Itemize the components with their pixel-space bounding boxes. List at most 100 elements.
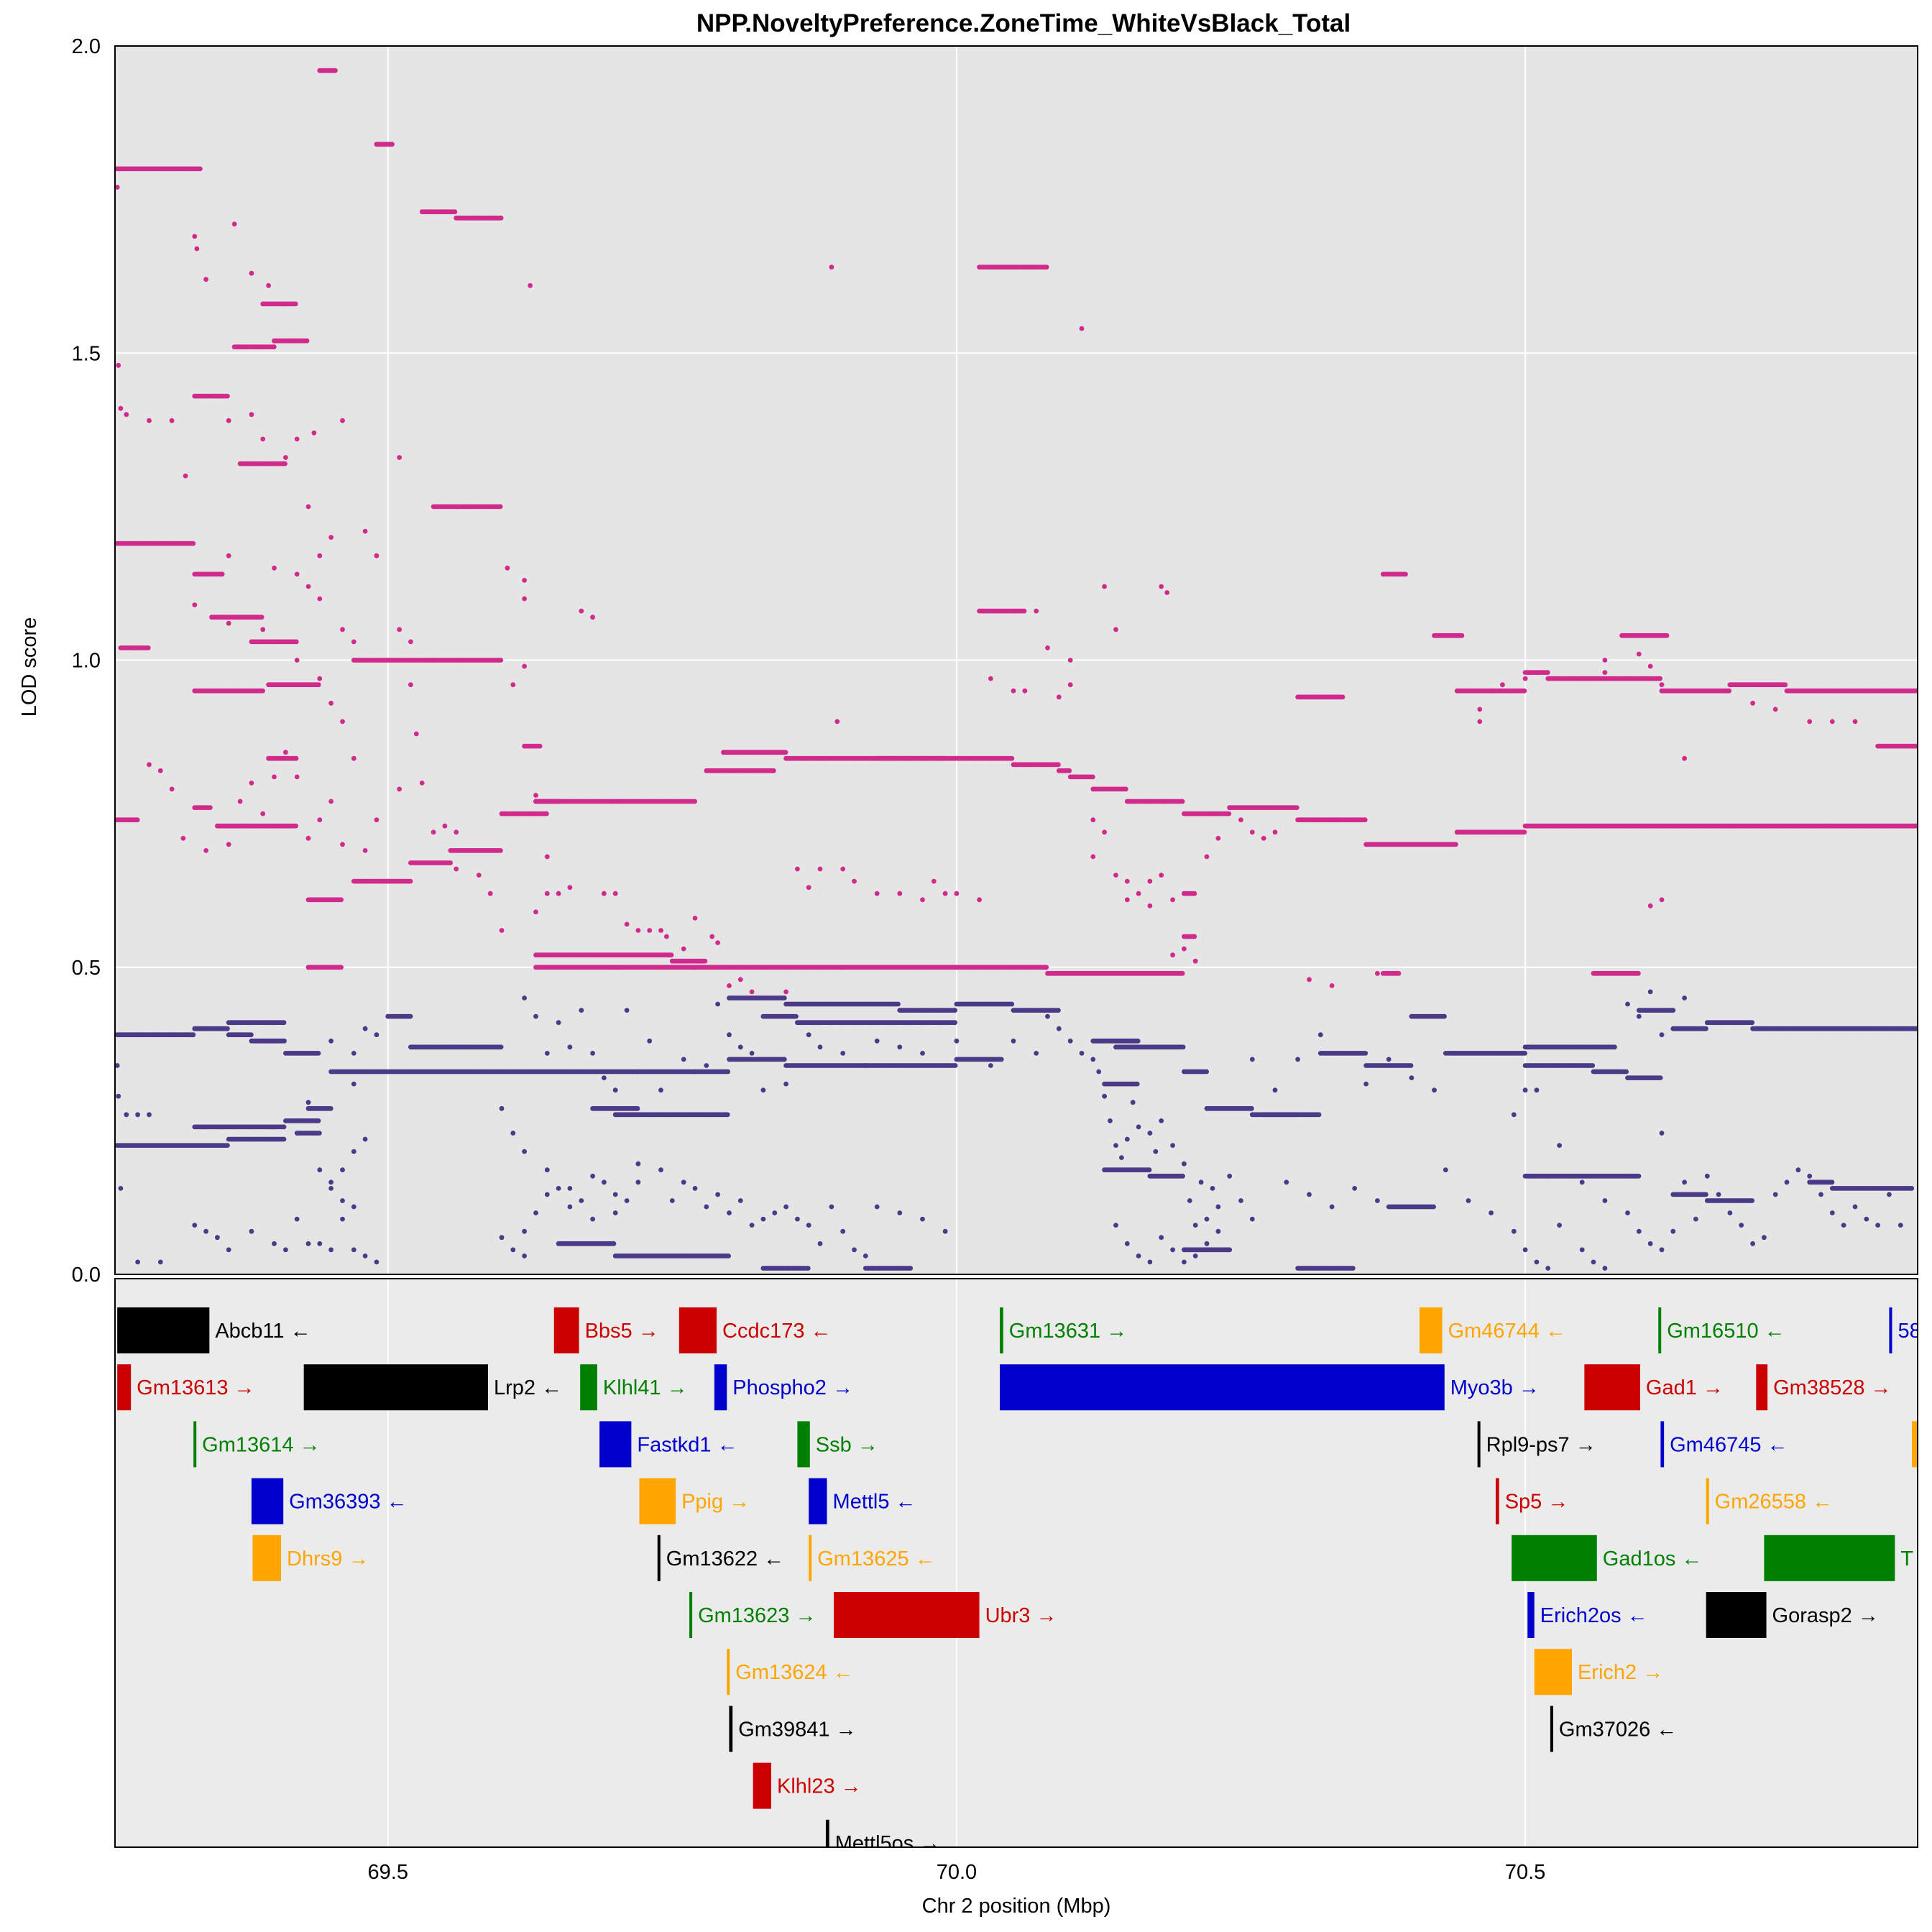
lod-point	[1362, 817, 1368, 823]
lod-point	[1179, 970, 1185, 976]
lod-point	[692, 916, 698, 921]
lod-point	[1147, 903, 1153, 908]
lod-point	[896, 1001, 901, 1007]
lod-point	[198, 166, 203, 172]
lod-point	[1090, 817, 1096, 823]
lod-point	[333, 68, 338, 73]
lod-point	[1215, 835, 1221, 841]
lod-point	[305, 584, 311, 589]
lod-point	[1703, 1026, 1708, 1031]
lod-point	[1136, 891, 1141, 896]
lod-point	[340, 719, 345, 724]
chart-title: NPP.NoveltyPreference.ZoneTime_WhiteVsBl…	[696, 9, 1351, 37]
lod-point	[1134, 1081, 1140, 1087]
lod-point	[635, 928, 641, 933]
lod-point	[226, 553, 231, 558]
lod-point	[1852, 719, 1858, 724]
lod-point	[920, 897, 925, 903]
lod-point	[1067, 768, 1072, 773]
lod-point	[1227, 805, 1233, 810]
lod-point	[281, 1020, 287, 1026]
lod-point	[390, 142, 395, 147]
lod-point	[226, 620, 231, 626]
lod-point	[1170, 897, 1175, 903]
lod-point	[771, 768, 776, 773]
lod-point	[908, 1266, 914, 1271]
lod-point	[190, 540, 196, 546]
lod-point	[219, 571, 225, 577]
lod-points	[115, 68, 1918, 1271]
lod-point	[1022, 688, 1028, 694]
lod-point	[1403, 571, 1408, 577]
lod-point	[852, 878, 857, 884]
lod-point	[1602, 670, 1608, 675]
lod-point	[448, 860, 453, 865]
lod-point	[1090, 774, 1095, 780]
lod-point	[316, 1051, 321, 1056]
lod-point	[190, 1032, 196, 1038]
lod-point	[397, 627, 402, 632]
lod-point	[157, 768, 163, 773]
lod-point	[725, 1069, 731, 1075]
lod-point	[293, 755, 299, 761]
lod-point	[1204, 854, 1210, 860]
lod-point	[316, 682, 321, 688]
lod-point	[692, 799, 697, 804]
lod-point	[419, 781, 425, 786]
lod-point	[317, 596, 323, 602]
lod-point	[1124, 878, 1130, 884]
lod-point	[169, 786, 175, 792]
lod-point	[259, 615, 264, 620]
lod-point	[715, 940, 720, 945]
lod-point	[942, 891, 948, 896]
lod-point	[145, 645, 151, 650]
lod-point	[340, 842, 345, 847]
lod-point	[590, 615, 595, 620]
lod-point	[283, 301, 288, 307]
lod-point	[1192, 958, 1198, 964]
lod-point	[840, 866, 846, 872]
lod-point	[635, 1105, 640, 1111]
lod-point	[1477, 707, 1483, 712]
lod-point	[783, 750, 788, 755]
lod-point	[497, 504, 503, 510]
lod-point	[1408, 1063, 1414, 1068]
lod-point	[1329, 983, 1335, 988]
lod-point	[294, 436, 300, 442]
lod-point	[317, 553, 323, 558]
lod-point	[1272, 829, 1278, 835]
lod-point	[1192, 891, 1197, 896]
lod-point	[977, 897, 982, 903]
lod-point	[226, 418, 231, 423]
lod-point	[1545, 670, 1550, 675]
lod-point	[829, 264, 834, 270]
lod-point	[1453, 842, 1458, 847]
lod-point	[340, 627, 345, 632]
lod-point	[282, 461, 288, 466]
lod-point	[781, 995, 787, 1000]
lod-point	[293, 823, 298, 829]
lod-point	[208, 805, 213, 810]
lod-point	[1102, 584, 1107, 589]
lod-point	[1459, 632, 1465, 638]
lod-point	[988, 676, 993, 681]
lod-point	[408, 878, 413, 884]
lod-point	[522, 596, 527, 602]
lod-point	[544, 891, 550, 896]
lod-point	[522, 663, 527, 669]
lod-point	[737, 977, 743, 983]
lod-point	[1772, 707, 1778, 712]
lod-point	[1340, 694, 1346, 700]
lod-point	[317, 676, 323, 681]
lod-point	[374, 817, 380, 823]
lod-point	[1067, 682, 1073, 688]
lod-point	[374, 553, 380, 558]
lod-point	[1363, 1051, 1368, 1056]
lod-point	[225, 1026, 230, 1031]
lod-point	[1914, 823, 1918, 829]
lod-point	[1624, 1069, 1629, 1075]
lod-point	[1636, 651, 1642, 657]
lod-point	[1180, 1173, 1185, 1179]
lod-point	[533, 793, 538, 798]
lod-point	[442, 823, 448, 829]
